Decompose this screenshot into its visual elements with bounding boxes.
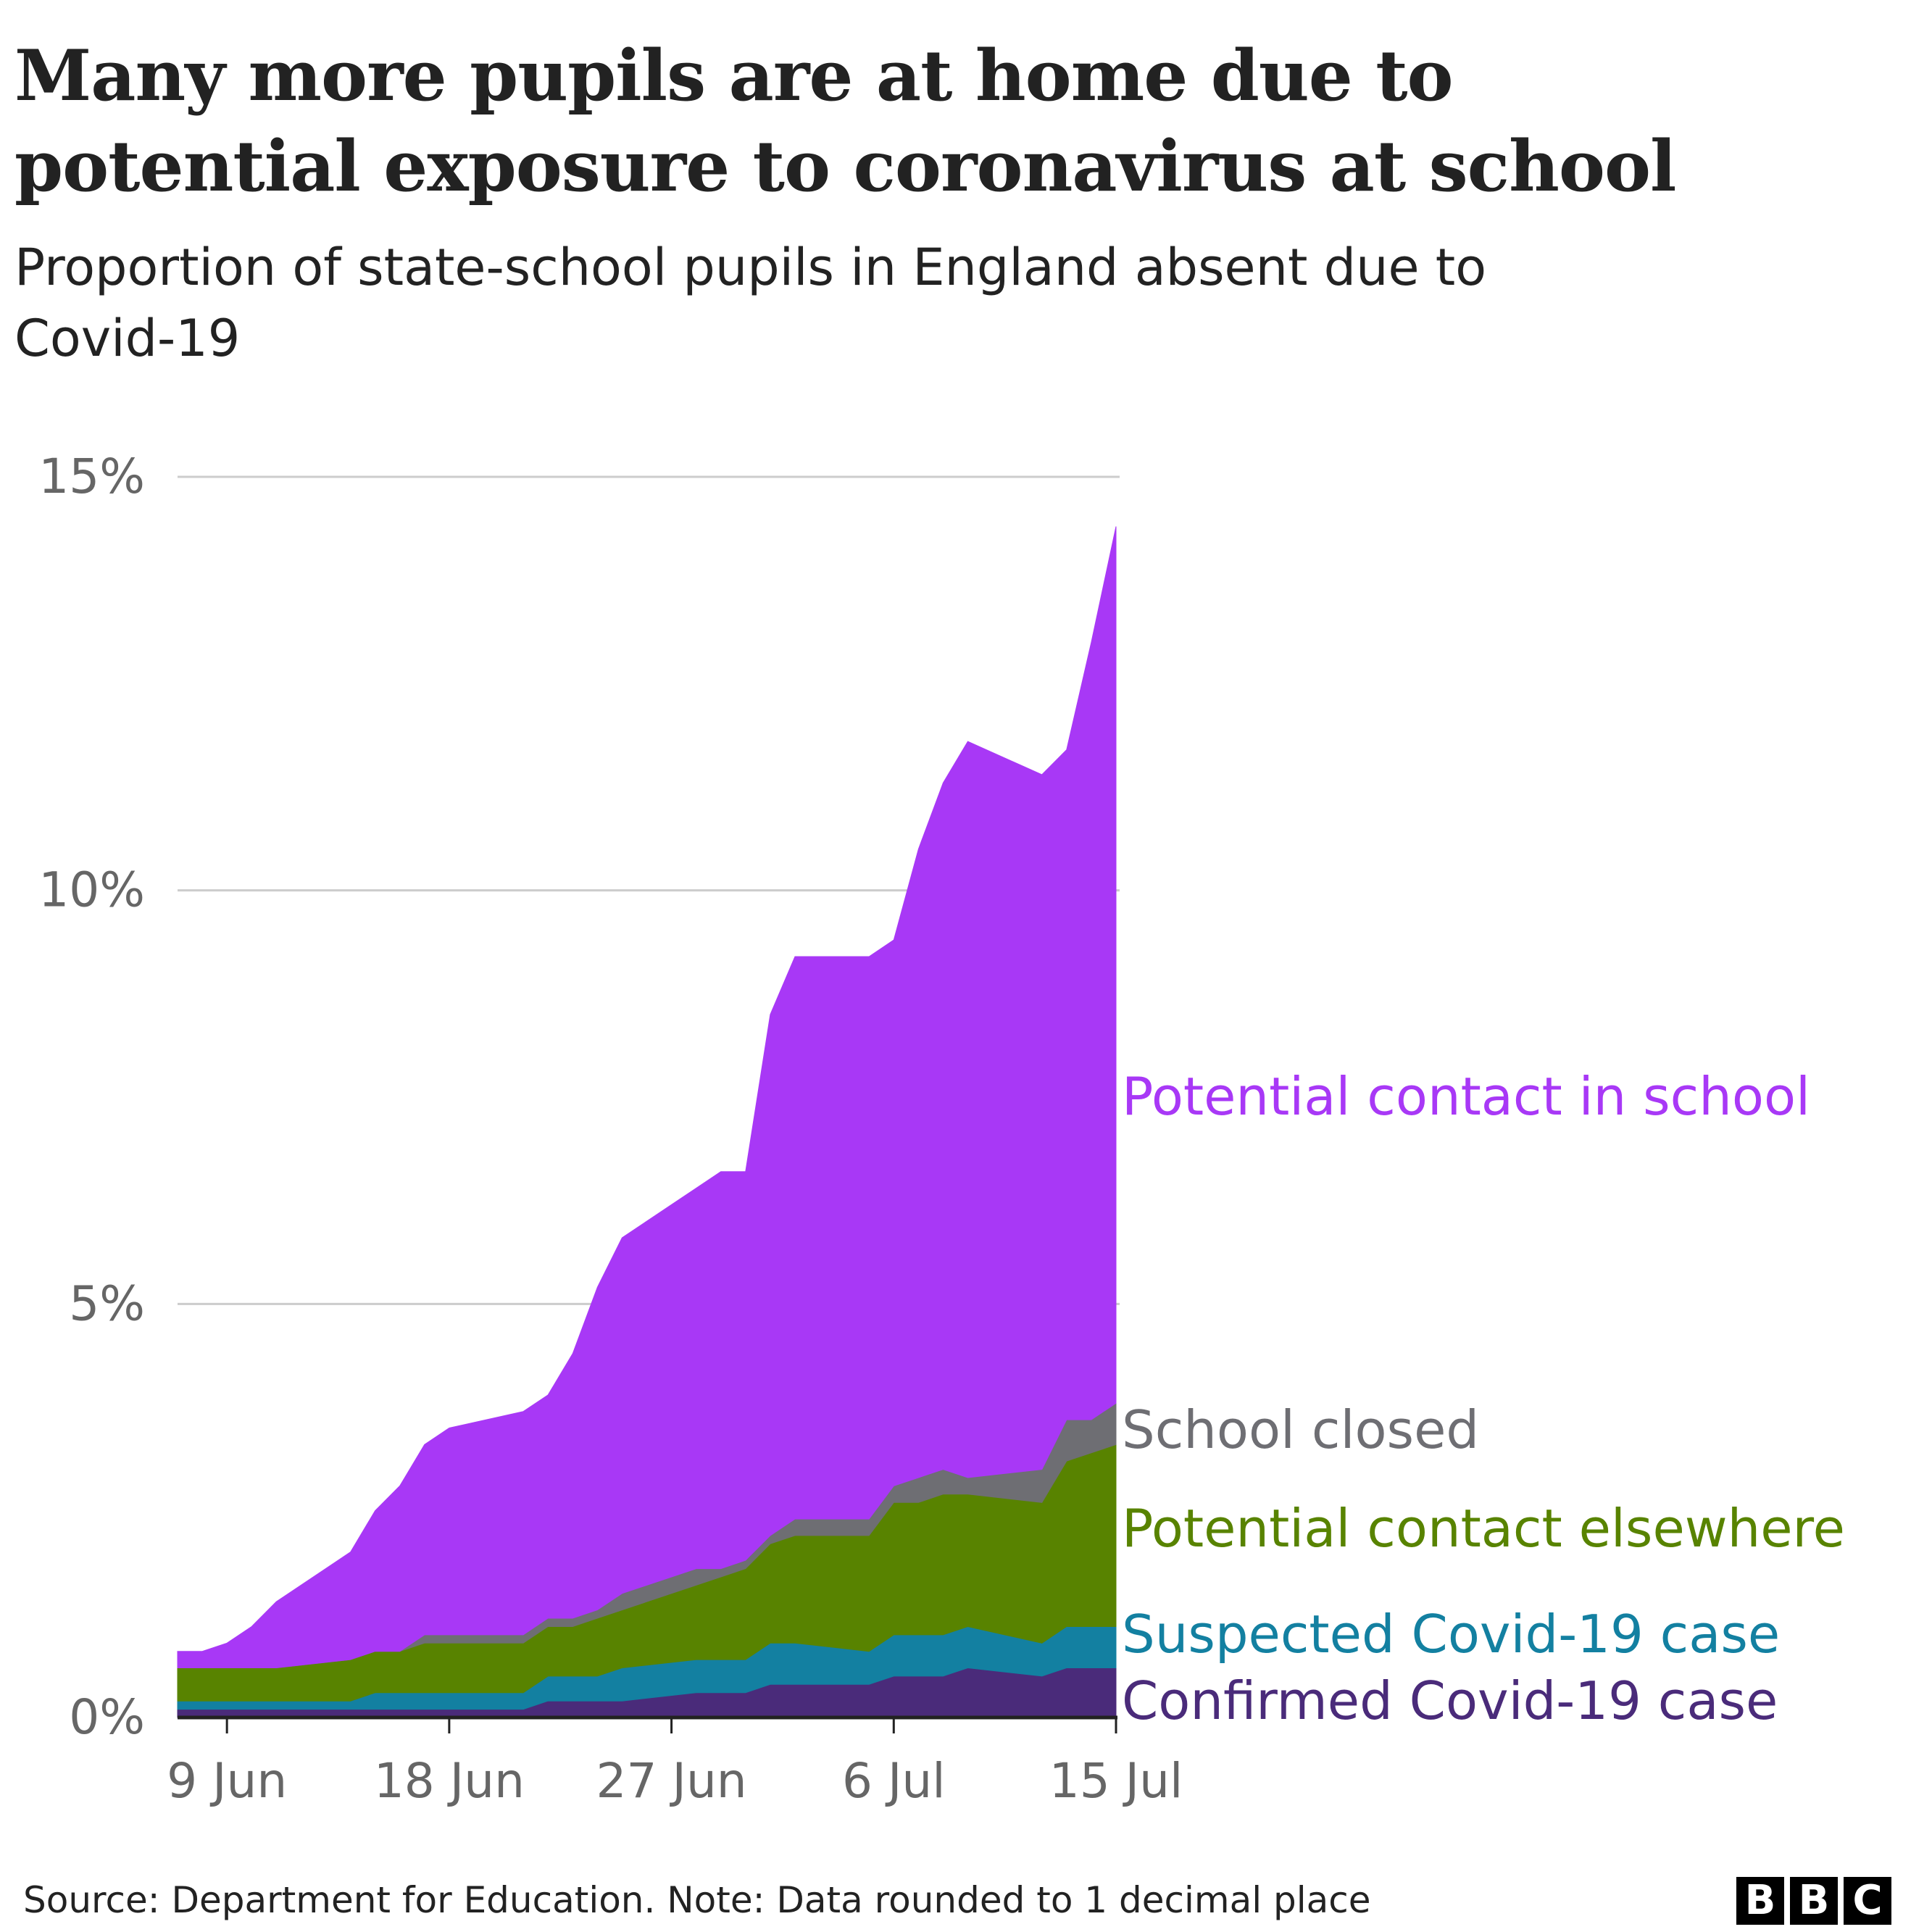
x-tick-label-2021-06-18: 18 Jun (374, 1753, 525, 1809)
subtitle-line-2: Covid-19 (14, 309, 241, 368)
series-label-school-closed: School closed (1122, 1399, 1479, 1460)
x-tick-label-2021-07-06: 6 Jul (842, 1753, 946, 1809)
x-tick-label-2021-07-15: 15 Jul (1049, 1753, 1183, 1809)
x-tick-label-2021-06-27: 27 Jun (596, 1753, 747, 1809)
series-label-suspected-covid-19-case: Suspected Covid-19 case (1122, 1604, 1780, 1665)
y-tick-label-10: 10% (38, 862, 145, 918)
x-axis: 9 Jun 18 Jun 27 Jun 6 Jul 15 Jul (167, 1715, 1183, 1809)
series-label-potential-contact-in-school: Potential contact in school (1122, 1066, 1810, 1127)
logo-letter-2: C (1844, 1877, 1891, 1925)
y-tick-label-5: 5% (69, 1275, 145, 1331)
logo-letter-0: B (1736, 1877, 1784, 1925)
title-line-2: potential exposure to coronavirus at sch… (14, 125, 1676, 207)
x-tick-label-2021-06-09: 9 Jun (167, 1753, 287, 1809)
y-tick-label-15: 15% (38, 449, 145, 504)
series-areas (177, 526, 1117, 1718)
chart-title: Many more pupils are at home due to pote… (14, 30, 1899, 212)
subtitle-line-1: Proportion of state-school pupils in Eng… (14, 238, 1487, 297)
y-tick-label-0: 0% (69, 1689, 145, 1745)
series-label-confirmed-covid-19-case: Confirmed Covid-19 case (1122, 1670, 1778, 1731)
grid-lines: 0% 5% 10% 15% (38, 449, 1120, 1745)
source-note: Source: Department for Education. Note: … (23, 1879, 1371, 1921)
area-potential-contact-in-school (177, 526, 1117, 1668)
title-line-1: Many more pupils are at home due to (14, 35, 1454, 117)
logo-letter-1: B (1790, 1877, 1838, 1925)
chart-subtitle: Proportion of state-school pupils in Eng… (14, 232, 1899, 374)
series-label-potential-contact-elsewhere: Potential contact elsewhere (1122, 1498, 1845, 1559)
